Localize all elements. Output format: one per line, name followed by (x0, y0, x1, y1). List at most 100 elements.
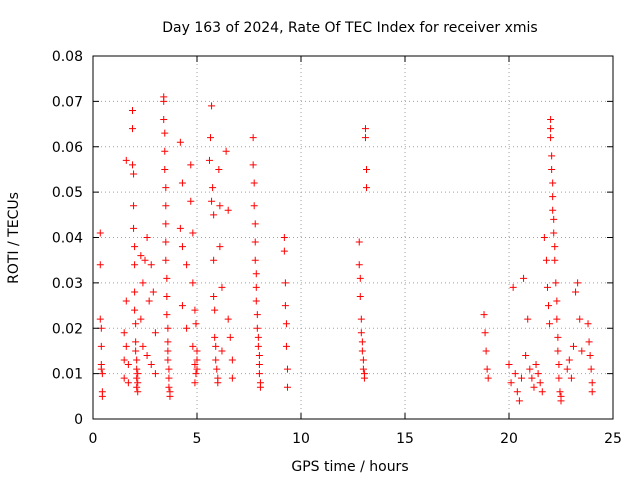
data-point (550, 229, 558, 237)
data-point (130, 202, 138, 210)
data-point (282, 342, 290, 350)
data-point (555, 374, 563, 382)
data-point (130, 170, 138, 178)
axis-ticks: 0 5 10 15 20 25 0 0.01 0.02 0.03 0.04 0.05 0.06 0.07 0… (52, 49, 622, 447)
data-point (147, 361, 155, 369)
data-point (97, 342, 105, 350)
data-point (122, 297, 130, 305)
data-point (162, 256, 170, 264)
data-point (207, 134, 215, 142)
data-point (553, 297, 561, 305)
data-point (224, 206, 232, 214)
data-point (542, 256, 550, 264)
data-point (163, 292, 171, 300)
data-point (132, 347, 140, 355)
data-point (211, 306, 219, 314)
data-point (213, 365, 221, 373)
data-point (363, 184, 371, 192)
data-point (280, 234, 288, 241)
data-point (161, 147, 169, 155)
data-point (282, 320, 290, 328)
data-point (357, 329, 365, 337)
data-point (553, 315, 561, 323)
data-point (522, 351, 530, 359)
data-point (255, 361, 263, 369)
data-point (120, 329, 128, 337)
data-point (133, 365, 141, 373)
data-point (151, 370, 159, 378)
data-point (129, 161, 137, 169)
data-point (129, 125, 137, 133)
data-point (176, 138, 184, 146)
data-point (124, 361, 132, 369)
data-point (96, 315, 104, 323)
grid (93, 56, 613, 419)
data-point (536, 379, 544, 387)
data-point (250, 202, 258, 210)
data-point (547, 134, 555, 142)
data-point (565, 356, 573, 364)
data-point (584, 320, 592, 328)
data-point (96, 229, 104, 237)
y-tick-label: 0.06 (52, 140, 83, 156)
data-point (210, 256, 218, 264)
y-tick-label: 0.04 (52, 231, 83, 247)
data-point (129, 106, 137, 114)
data-point (98, 370, 106, 378)
data-point (554, 333, 562, 341)
data-point (178, 179, 186, 187)
data-point (176, 224, 184, 232)
data-point (143, 351, 151, 359)
y-axis-label: ROTI / TECUs (6, 192, 22, 284)
data-point (254, 333, 262, 341)
data-point (222, 147, 230, 155)
data-point (253, 324, 261, 332)
data-point (249, 134, 257, 142)
data-point (283, 383, 291, 391)
data-point (256, 383, 264, 391)
data-point (552, 279, 560, 287)
data-point (189, 342, 197, 350)
data-point (251, 220, 259, 228)
data-point (133, 374, 141, 382)
data-point (161, 165, 169, 173)
data-point (515, 397, 523, 405)
data-point (193, 356, 201, 364)
data-point (540, 234, 548, 241)
data-point (193, 347, 201, 355)
data-point (162, 238, 170, 246)
data-point (252, 283, 260, 291)
data-point (228, 374, 236, 382)
data-point (358, 338, 366, 346)
data-point (134, 379, 142, 387)
data-point (216, 243, 224, 251)
y-tick-label: 0.01 (52, 367, 83, 383)
data-point (120, 374, 128, 382)
data-point (588, 379, 596, 387)
data-point (211, 333, 219, 341)
data-point (549, 179, 557, 187)
x-axis-label: GPS time / hours (291, 459, 408, 475)
data-point (143, 234, 151, 241)
data-point (192, 320, 200, 328)
data-point (255, 351, 263, 359)
data-point (134, 370, 142, 378)
data-point (483, 365, 491, 373)
data-point (363, 165, 371, 173)
data-point (164, 356, 172, 364)
data-point (528, 374, 536, 382)
data-point (251, 238, 259, 246)
data-point (551, 256, 559, 264)
data-point (139, 279, 147, 287)
data-point (149, 288, 157, 296)
data-point (359, 365, 367, 373)
data-point (133, 356, 141, 364)
data-point (545, 302, 553, 310)
data-point (548, 165, 556, 173)
data-point (137, 252, 145, 260)
data-point (554, 347, 562, 355)
data-point (588, 388, 596, 396)
data-point (358, 347, 366, 355)
data-point (357, 315, 365, 323)
